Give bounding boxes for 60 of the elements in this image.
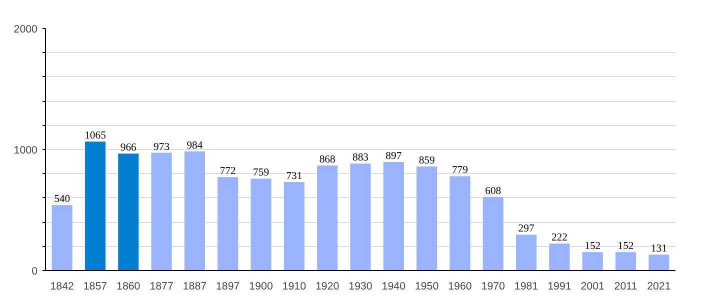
x-tick-label: 1981 xyxy=(514,280,538,292)
bar xyxy=(250,178,272,270)
x-tick-label: 2021 xyxy=(647,280,671,292)
bar xyxy=(482,196,504,270)
x-tick-label: 1970 xyxy=(481,280,506,292)
bar xyxy=(350,164,371,270)
bar xyxy=(383,162,404,270)
data-label: 152 xyxy=(584,241,601,252)
data-label: 297 xyxy=(518,224,535,235)
bar xyxy=(615,252,636,270)
data-label: 608 xyxy=(485,186,502,197)
data-label: 779 xyxy=(452,165,468,176)
bar xyxy=(450,176,470,270)
x-tick-label: 1991 xyxy=(548,280,572,292)
data-label: 759 xyxy=(253,168,270,179)
x-tick-label: 2011 xyxy=(614,280,638,292)
data-label: 984 xyxy=(186,140,204,152)
x-tick-label: 1857 xyxy=(83,280,108,292)
bar xyxy=(317,165,338,270)
data-label: 222 xyxy=(551,232,568,244)
bar xyxy=(184,151,205,270)
bar xyxy=(151,152,172,270)
bar xyxy=(118,154,139,270)
data-label: 973 xyxy=(154,142,170,153)
x-tick-label: 1930 xyxy=(348,280,372,292)
data-label: 731 xyxy=(286,171,302,182)
x-tick-label: 1842 xyxy=(50,280,74,292)
x-tick-label: 1900 xyxy=(249,280,273,292)
data-label: 897 xyxy=(386,150,402,162)
x-tick-label: 1920 xyxy=(315,280,340,292)
bar xyxy=(52,205,72,270)
bar xyxy=(84,142,106,270)
bar xyxy=(549,244,570,270)
x-tick-label: 1910 xyxy=(282,280,306,292)
data-label: 868 xyxy=(319,154,336,166)
data-label: 772 xyxy=(220,166,236,178)
x-tick-label: 1877 xyxy=(150,280,174,292)
data-label: 152 xyxy=(618,241,634,252)
x-tick-label: 1860 xyxy=(116,280,140,292)
bar xyxy=(516,234,537,270)
data-label: 1065 xyxy=(84,130,106,142)
x-tick-label: 1940 xyxy=(382,280,406,292)
bar xyxy=(416,166,438,270)
bar xyxy=(582,252,603,270)
x-tick-label: 1950 xyxy=(414,280,439,292)
x-tick-label: 1897 xyxy=(216,280,240,292)
bar xyxy=(648,254,670,270)
y-tick-label: 2000 xyxy=(14,24,38,36)
y-tick-label: 1000 xyxy=(14,144,38,156)
x-tick-label: 2001 xyxy=(580,280,605,292)
bar xyxy=(218,177,238,270)
x-tick-label: 1960 xyxy=(448,280,472,292)
data-label: 131 xyxy=(650,244,667,255)
x-tick-label: 1887 xyxy=(182,280,207,292)
bar xyxy=(284,182,304,270)
data-label: 859 xyxy=(418,156,435,167)
y-tick-label: 0 xyxy=(32,266,38,278)
data-label: 883 xyxy=(352,152,368,164)
data-label: 540 xyxy=(54,194,70,206)
data-label: 966 xyxy=(120,142,138,154)
